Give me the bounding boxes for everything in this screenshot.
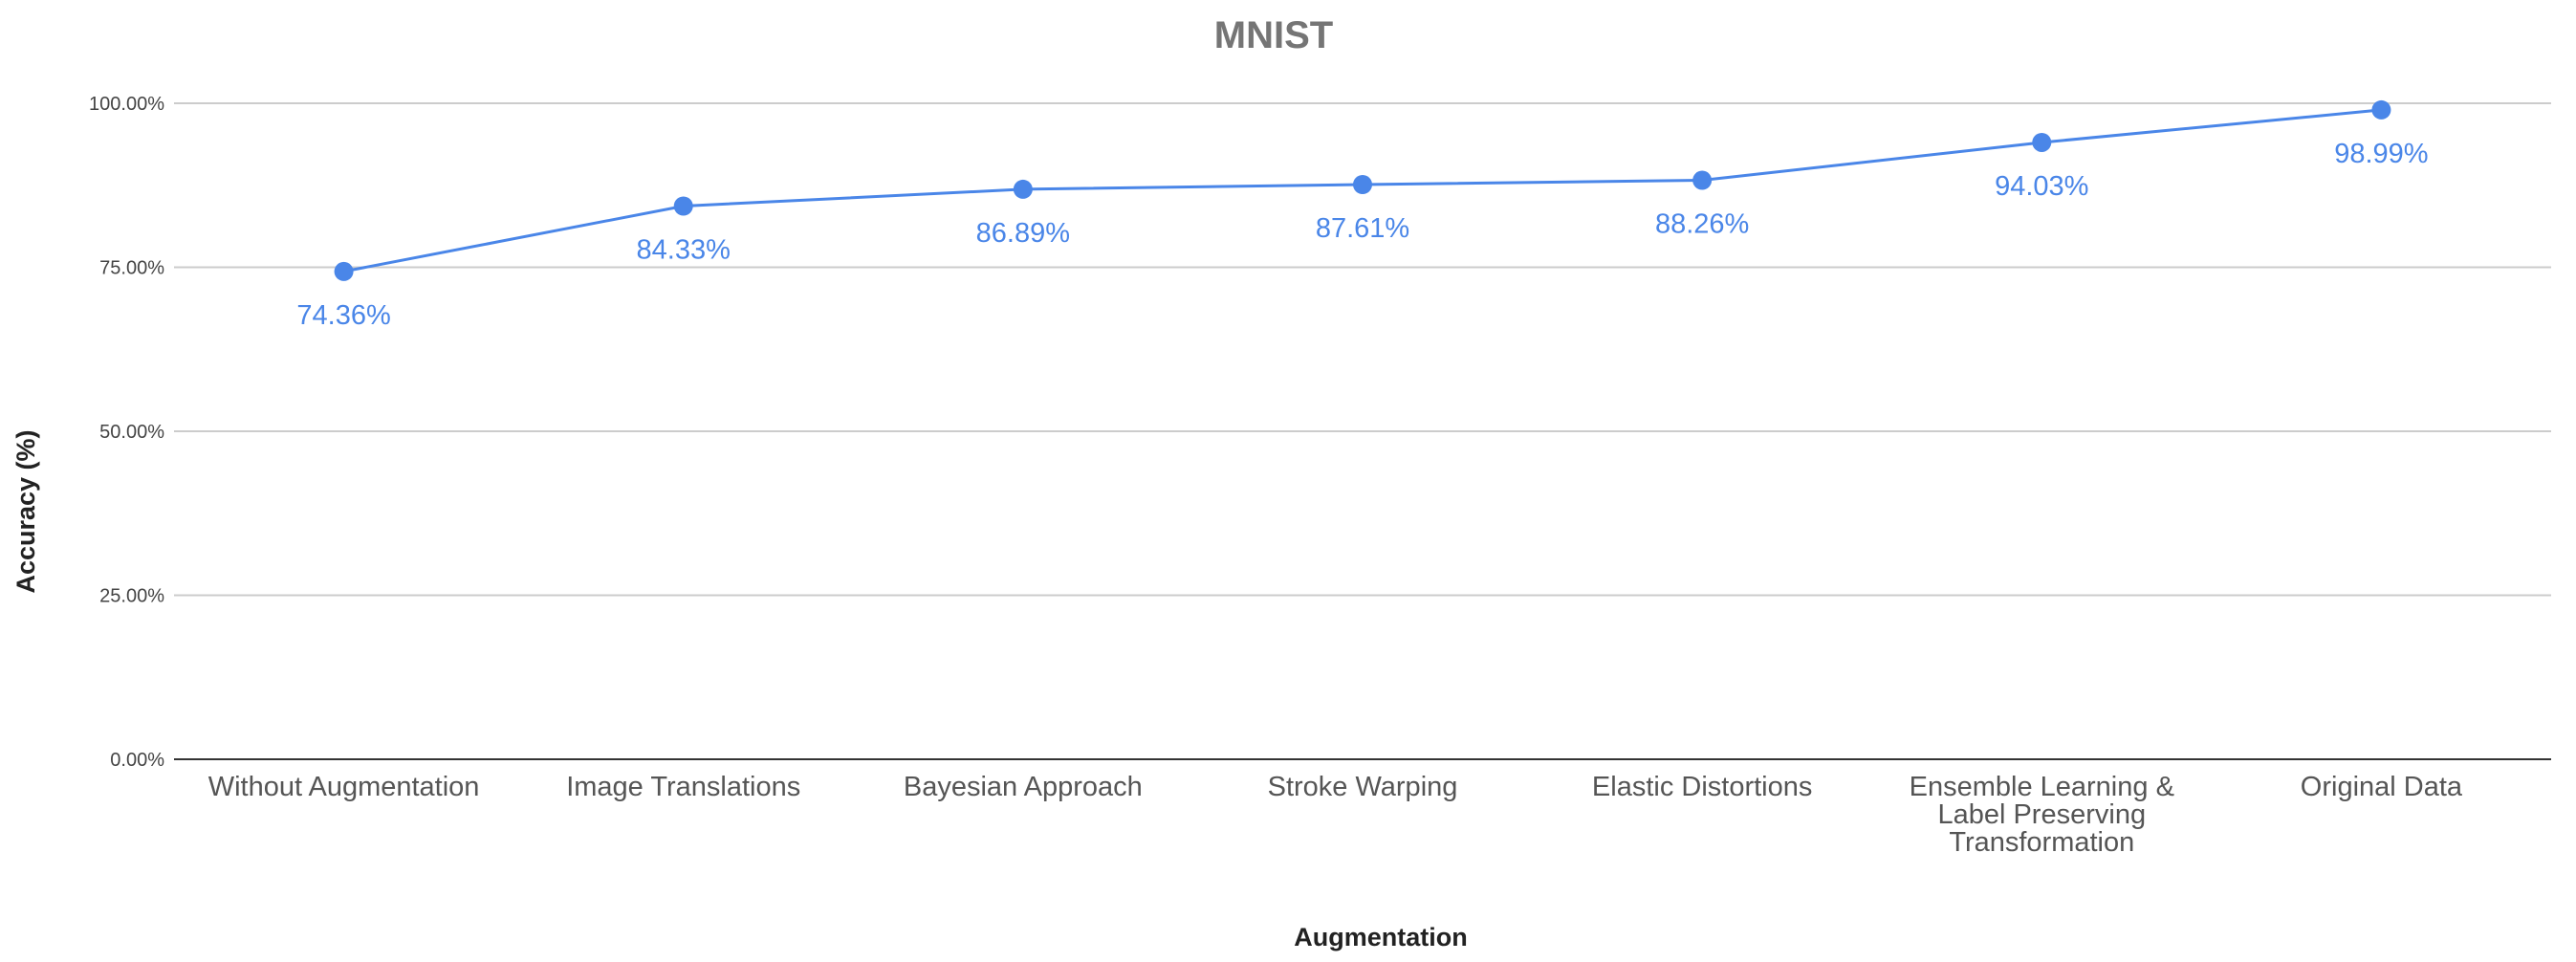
x-tick-label: Image Translations	[566, 772, 800, 802]
data-label: 86.89%	[976, 218, 1070, 249]
x-tick-label: Ensemble Learning & Label Preserving Trans…	[1910, 772, 2174, 858]
x-tick-label: Original Data	[2301, 772, 2463, 802]
x-axis-title: Augmentation	[1294, 923, 1468, 951]
data-label: 94.03%	[1995, 171, 2088, 202]
data-point	[2371, 99, 2391, 120]
data-point	[1013, 179, 1033, 199]
y-tick-label: 100.00%	[89, 94, 164, 115]
x-tick-label: Stroke Warping	[1268, 772, 1458, 802]
data-point	[334, 261, 354, 281]
data-point	[673, 196, 693, 216]
data-label: 88.26%	[1655, 209, 1749, 240]
data-label: 87.61%	[1316, 213, 1409, 244]
data-point	[2032, 132, 2052, 152]
data-point	[1353, 174, 1372, 194]
y-axis-ticks: 0.00% 25.00% 50.00% 75.00% 100.00%	[89, 94, 164, 771]
chart-title: MNIST	[1214, 14, 1333, 56]
y-tick-label: 0.00%	[110, 750, 164, 771]
x-axis-ticks: Without Augmentation Image Translations Ba…	[208, 772, 2463, 858]
x-tick-label: Elastic Distortions	[1592, 772, 1812, 802]
data-label: 84.33%	[637, 234, 731, 265]
x-tick-label: Bayesian Approach	[904, 772, 1143, 802]
y-tick-label: 50.00%	[99, 422, 164, 443]
y-tick-label: 25.00%	[99, 586, 164, 607]
series-layer: 74.36% 84.33% 86.89% 87.61% 88.26% 94.03% 98.9…	[296, 99, 2429, 331]
data-label: 98.99%	[2334, 139, 2428, 169]
data-point	[1692, 170, 1713, 190]
gridlines	[174, 102, 2551, 597]
x-tick-label: Without Augmentation	[208, 772, 480, 802]
y-axis-title: Accuracy (%)	[11, 429, 40, 593]
y-tick-label: 75.00%	[99, 258, 164, 279]
data-label: 74.36%	[296, 300, 390, 331]
